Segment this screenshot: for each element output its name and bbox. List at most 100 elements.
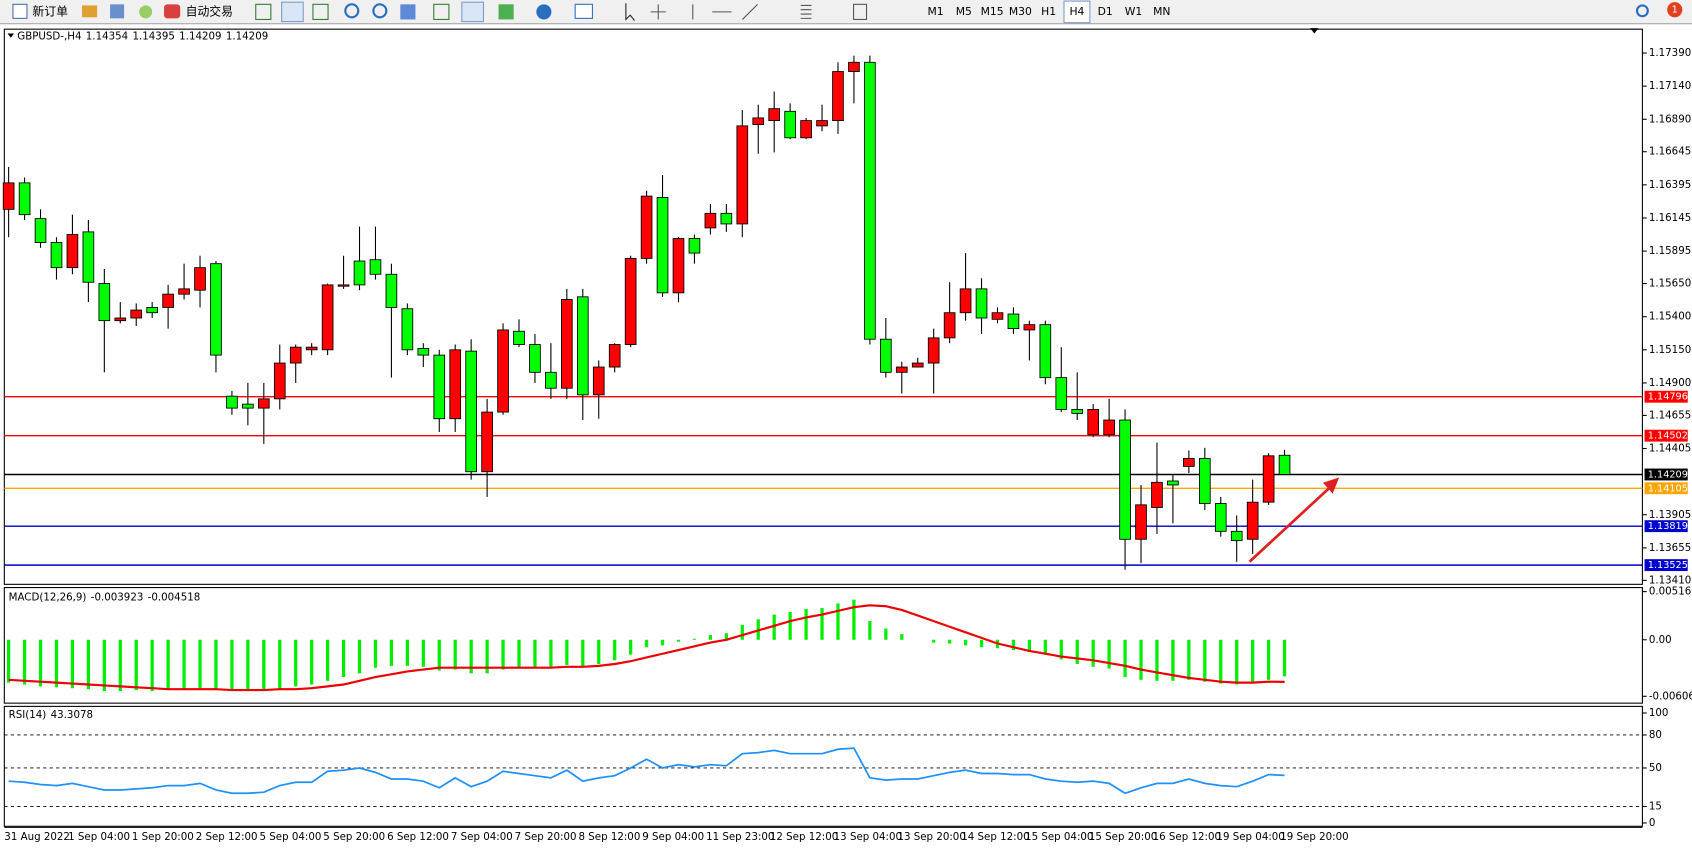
candle-body: [1246, 501, 1259, 540]
timeframe-button[interactable]: H1: [1041, 5, 1056, 18]
macd-bar: [581, 639, 585, 666]
candle-body: [385, 273, 398, 308]
candle-body: [1230, 530, 1243, 542]
timeframe-button[interactable]: M5: [956, 5, 972, 18]
icon[interactable]: [110, 4, 125, 19]
zoom-out-icon[interactable]: [372, 3, 388, 19]
line-tools[interactable]: [692, 3, 758, 20]
macd-bar: [214, 639, 218, 690]
price-level-box: [1644, 429, 1688, 442]
macd-bar: [533, 639, 537, 668]
timeframe-button[interactable]: W1: [1125, 5, 1143, 18]
x-tick-label: 15 Sep 04:00: [1025, 831, 1093, 843]
icon[interactable]: [574, 3, 593, 19]
candle-body: [114, 317, 127, 322]
macd-bar: [38, 639, 43, 687]
y-tick-label: 1.16395: [1649, 179, 1691, 191]
candle-body: [50, 242, 63, 269]
candle-body: [1262, 455, 1275, 503]
candle-body: [98, 283, 111, 322]
icon[interactable]: [312, 3, 329, 20]
timeframe-button[interactable]: MN: [1153, 5, 1170, 18]
toolbar: 新订单 自动交易 M1 M5 M15 M30 H1 H4 D1 W1 MN 1: [0, 0, 1692, 25]
macd-bar: [932, 639, 936, 643]
candle-body: [991, 312, 1004, 320]
title-marker: [7, 33, 15, 38]
candle-body: [1023, 324, 1036, 331]
macd-bar: [868, 621, 872, 640]
crosshair-icon[interactable]: [650, 4, 666, 20]
macd-bar: [421, 639, 425, 667]
macd-bar: [1155, 639, 1159, 681]
candle-body: [529, 344, 541, 373]
candle-body: [337, 284, 350, 287]
macd-bar: [724, 633, 728, 640]
candle-body: [162, 293, 174, 308]
notification-badge[interactable]: [1667, 2, 1683, 18]
candle-body: [226, 395, 238, 409]
icon[interactable]: [281, 1, 304, 23]
timeframe-button[interactable]: M1: [927, 5, 943, 18]
icon[interactable]: [255, 3, 272, 20]
x-tick-label: 7 Sep 20:00: [515, 831, 577, 843]
macd-bar: [54, 639, 59, 688]
candle-body: [2, 182, 15, 210]
icon[interactable]: [139, 5, 153, 19]
icon[interactable]: [433, 3, 450, 20]
zoom-in-icon[interactable]: [344, 3, 360, 19]
candle-body: [624, 257, 637, 345]
y-tick-label: 1.15150: [1649, 344, 1691, 356]
fibo-icon[interactable]: [800, 4, 812, 19]
icon[interactable]: [461, 1, 484, 23]
macd-bar: [1251, 639, 1255, 684]
candle-body: [210, 263, 222, 356]
macd-bar: [7, 639, 11, 683]
macd-bar: [134, 639, 138, 691]
candle-body: [880, 338, 892, 373]
title-part: 1.14395: [132, 31, 174, 43]
candle-body: [1071, 409, 1084, 414]
search-icon[interactable]: [1635, 4, 1649, 18]
macd-bar: [1043, 639, 1047, 655]
macd-bar: [166, 639, 170, 691]
candle-body: [18, 182, 31, 216]
timeframe-button[interactable]: M15: [981, 5, 1004, 18]
x-tick-label: 8 Sep 12:00: [578, 831, 640, 843]
macd-bar: [660, 639, 665, 646]
macd-bar: [373, 639, 378, 668]
candle-body: [194, 267, 206, 291]
timeframe-button[interactable]: M30: [1009, 5, 1032, 18]
timeframe-button[interactable]: D1: [1098, 5, 1113, 18]
macd-bar: [150, 639, 154, 692]
x-tick-label: 7 Sep 04:00: [451, 831, 513, 843]
indicator-title: MACD(12,26,9) -0.003923 -0.004518: [9, 591, 201, 603]
y-tick-label: 1.13905: [1649, 509, 1691, 521]
icon[interactable]: [400, 4, 416, 20]
y-tick-label: 0: [1649, 817, 1656, 829]
active-timeframe: [1063, 0, 1091, 24]
macd-bar: [772, 614, 776, 640]
candle-body: [497, 329, 509, 413]
icon[interactable]: [82, 5, 98, 18]
panel-frame: [3, 705, 1643, 827]
label-icon[interactable]: [853, 3, 868, 20]
auto-trade-button[interactable]: 自动交易: [186, 4, 233, 18]
candle-body: [433, 354, 446, 420]
timeframe-button[interactable]: H4: [1069, 5, 1084, 18]
candle-body: [66, 234, 79, 269]
candle-body: [257, 398, 270, 409]
y-tick-label: 1.13410: [1649, 574, 1691, 586]
icon[interactable]: [498, 4, 514, 20]
new-order-button[interactable]: 新订单: [32, 4, 68, 18]
candle-body: [242, 403, 254, 409]
shift-marker: [1310, 28, 1319, 34]
candle-body: [305, 346, 318, 351]
candle-body: [417, 348, 430, 356]
candle-body: [130, 309, 143, 319]
macd-bar: [294, 639, 298, 687]
macd-bar: [963, 639, 968, 646]
icon[interactable]: [536, 4, 552, 20]
cursor-icon[interactable]: [625, 3, 635, 21]
macd-bar: [1203, 639, 1207, 682]
